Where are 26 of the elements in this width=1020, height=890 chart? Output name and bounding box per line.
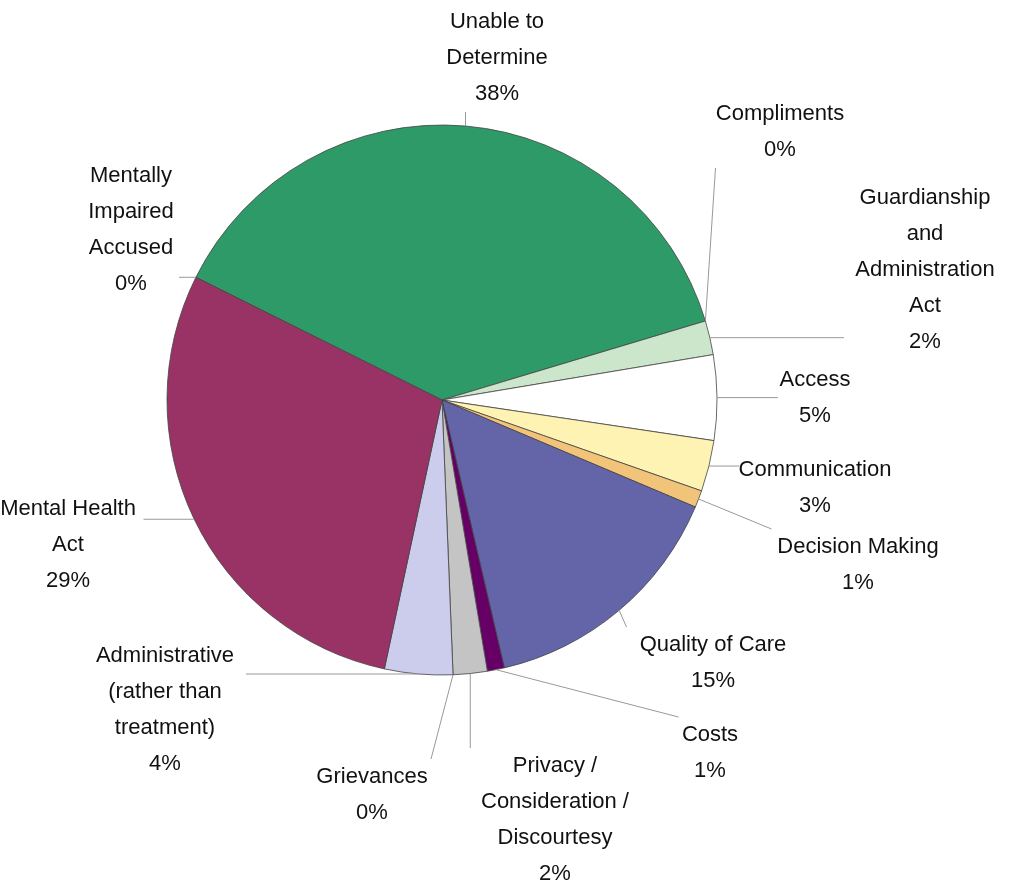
slice-label: Guardianship and Administration Act <box>855 183 995 317</box>
slice-label: Quality of Care <box>639 630 787 656</box>
category-label: Grievances <box>316 762 428 788</box>
data-label: 2% <box>909 327 941 353</box>
slice-label: Communication <box>738 455 892 481</box>
data-label: 15% <box>690 666 736 692</box>
category-label: Compliments <box>715 99 845 125</box>
slice-label: Access <box>779 365 851 391</box>
slice-label: Privacy / Consideration / Discourtesy <box>481 751 630 849</box>
slice-label: Unable to Determine <box>446 7 548 69</box>
category-label: Mentally Impaired Accused <box>88 161 174 259</box>
data-label: 38% <box>474 79 520 105</box>
data-label: 1% <box>842 568 874 594</box>
data-label: 4% <box>149 749 181 775</box>
data-label: 5% <box>799 401 831 427</box>
data-label: 1% <box>694 756 726 782</box>
text: 0% <box>115 269 147 295</box>
text: 0% <box>356 798 388 824</box>
slice-label: Decision Making <box>777 532 939 558</box>
slice-label: Mental Health Act <box>0 494 136 556</box>
slice-label: Costs <box>681 720 739 746</box>
data-label: 2% <box>539 859 571 885</box>
text: 0% <box>764 135 796 161</box>
data-label: 29% <box>45 566 91 592</box>
data-label: 3% <box>799 491 831 517</box>
slice-label: Administrative (rather than treatment) <box>95 641 235 739</box>
